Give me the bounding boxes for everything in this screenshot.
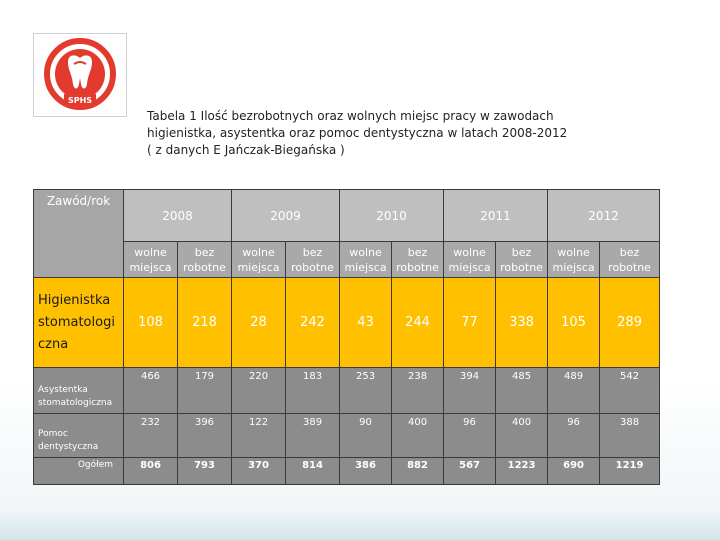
subheader-wolne: wolne miejsca: [231, 241, 287, 278]
tooth-logo-icon: SPHS: [44, 38, 116, 110]
table-cell: 806: [123, 457, 178, 485]
sphs-logo: SPHS: [33, 33, 127, 117]
table-cell: 179: [176, 367, 233, 414]
table-row-ogolem: Ogółem 806 793 370 814 386 882 567 1223 …: [33, 457, 661, 485]
row-label: Asystentka stomatologiczna: [33, 367, 124, 414]
bottom-band: [0, 510, 720, 540]
table-cell: 96: [443, 413, 497, 458]
table-row-asystentka: Asystentka stomatologiczna 466 179 220 1…: [33, 367, 661, 414]
table-cell: 567: [443, 457, 497, 485]
unemployment-table: Zawód/rok 2008 2009 2010 2011 2012 wolne…: [33, 189, 661, 485]
table-cell: 1223: [495, 457, 549, 485]
row-label: Pomoc dentystyczna: [33, 413, 124, 458]
table-row-pomoc: Pomoc dentystyczna 232 396 122 389 90 40…: [33, 413, 661, 458]
subheader-wolne: wolne miejsca: [339, 241, 393, 278]
table-cell: 28: [231, 277, 287, 368]
logo-text: SPHS: [68, 96, 92, 105]
table-cell: 814: [285, 457, 341, 485]
table-cell: 542: [599, 367, 661, 414]
table-cell: 1219: [599, 457, 661, 485]
table-cell: 793: [176, 457, 233, 485]
table-cell: 388: [599, 413, 661, 458]
table-cell: 338: [495, 277, 549, 368]
table-cell: 43: [339, 277, 393, 368]
subheader-bez: bez robotne: [285, 241, 341, 278]
table-cell: 238: [391, 367, 445, 414]
table-cell: 690: [547, 457, 601, 485]
year-header: 2009: [231, 189, 341, 242]
year-header: 2011: [443, 189, 549, 242]
table-cell: 253: [339, 367, 393, 414]
table-cell: 289: [599, 277, 661, 368]
table-row-higienistka: Higienistka stomatologi czna 108 218 28 …: [33, 277, 661, 368]
table-cell: 105: [547, 277, 601, 368]
subheader-bez: bez robotne: [176, 241, 233, 278]
table-cell: 244: [391, 277, 445, 368]
table-cell: 96: [547, 413, 601, 458]
table-cell: 122: [231, 413, 287, 458]
table-cell: 485: [495, 367, 549, 414]
table-caption: Tabela 1 Ilość bezrobotnych oraz wolnych…: [147, 108, 567, 159]
row-label: Higienistka stomatologi czna: [33, 277, 124, 368]
table-cell: 218: [176, 277, 233, 368]
table-cell: 90: [339, 413, 393, 458]
table-cell: 489: [547, 367, 601, 414]
caption-line-1: Tabela 1 Ilość bezrobotnych oraz wolnych…: [147, 109, 554, 123]
table-cell: 466: [123, 367, 178, 414]
table-cell: 386: [339, 457, 393, 485]
table-cell: 242: [285, 277, 341, 368]
table-cell: 232: [123, 413, 178, 458]
caption-line-2: higienistka, asystentka oraz pomoc denty…: [147, 126, 568, 140]
table-cell: 400: [495, 413, 549, 458]
caption-line-3: ( z danych E Jańczak-Biegańska ): [147, 143, 345, 157]
subheader-row: wolne miejsca bez robotne wolne miejsca …: [34, 241, 661, 278]
subheader-wolne: wolne miejsca: [123, 241, 178, 278]
subheader-bez: bez robotne: [495, 241, 549, 278]
table-cell: 77: [443, 277, 497, 368]
corner-label: Zawód/rok: [33, 189, 124, 278]
table-cell: 370: [231, 457, 287, 485]
year-header: 2012: [547, 189, 661, 242]
table-cell: 389: [285, 413, 341, 458]
table-cell: 882: [391, 457, 445, 485]
table-cell: 183: [285, 367, 341, 414]
year-header: 2008: [122, 189, 233, 242]
table-cell: 220: [231, 367, 287, 414]
year-header-row: Zawód/rok 2008 2009 2010 2011 2012: [33, 189, 661, 278]
subheader-wolne: wolne miejsca: [443, 241, 497, 278]
subheader-bez: bez robotne: [599, 241, 661, 278]
year-header: 2010: [339, 189, 445, 242]
table-cell: 400: [391, 413, 445, 458]
row-label: Ogółem: [33, 457, 124, 485]
table-cell: 108: [123, 277, 178, 368]
subheader-wolne: wolne miejsca: [547, 241, 601, 278]
subheader-bez: bez robotne: [391, 241, 445, 278]
table-cell: 396: [176, 413, 233, 458]
table-cell: 394: [443, 367, 497, 414]
